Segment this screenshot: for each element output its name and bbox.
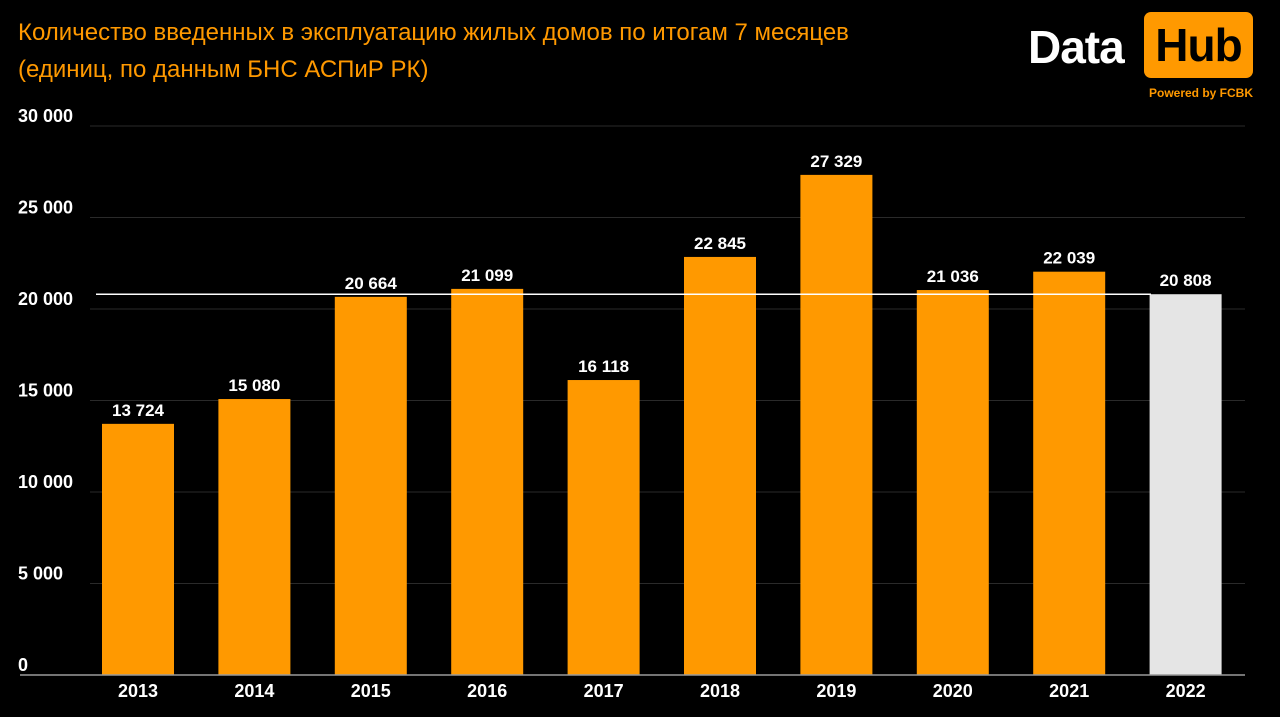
bar-value-label: 16 118 [578, 357, 629, 376]
bar-value-label: 20 808 [1160, 271, 1212, 290]
chart-subtitle: (единиц, по данным БНС АСПиР РК) [18, 56, 429, 83]
x-tick-label: 2013 [118, 681, 158, 701]
bar [567, 380, 640, 675]
bar-value-label: 27 329 [810, 152, 862, 171]
bar-value-label: 21 036 [927, 267, 979, 286]
bar [451, 288, 524, 675]
bar [1033, 271, 1106, 675]
bar [1149, 294, 1222, 675]
logo-powered-by: Powered by FCBK [1148, 86, 1253, 100]
bar [102, 423, 174, 675]
bar-value-label: 13 724 [112, 401, 165, 420]
x-tick-label: 2015 [351, 681, 391, 701]
bar [684, 256, 756, 675]
y-tick-label: 20 000 [18, 289, 73, 309]
x-tick-label: 2017 [584, 681, 624, 701]
logo-hub-box: Hub [1144, 12, 1253, 78]
bar [334, 296, 407, 675]
datahub-logo: Data Hub Powered by FCBK [1028, 12, 1253, 100]
logo-hub-text: Hub [1155, 19, 1242, 71]
bar-value-label: 22 039 [1043, 249, 1095, 268]
y-tick-label: 25 000 [18, 198, 73, 218]
x-tick-label: 2016 [467, 681, 507, 701]
chart-title: Количество введенных в эксплуатацию жилы… [18, 14, 978, 88]
x-tick-label: 2021 [1049, 681, 1089, 701]
bar [218, 399, 291, 675]
y-tick-label: 0 [18, 655, 28, 675]
x-tick-label: 2019 [816, 681, 856, 701]
y-tick-label: 5 000 [18, 564, 63, 584]
bar [800, 174, 873, 675]
chart-title-line-1: Количество введенных в эксплуатацию жилы… [18, 19, 849, 46]
bar-value-label: 20 664 [345, 274, 398, 293]
logo-data-text: Data [1028, 21, 1125, 73]
x-tick-label: 2020 [933, 681, 973, 701]
y-tick-label: 30 000 [18, 106, 73, 126]
x-tick-label: 2018 [700, 681, 740, 701]
x-tick-label: 2022 [1166, 681, 1206, 701]
y-tick-label: 15 000 [18, 381, 73, 401]
bar-value-label: 22 845 [694, 234, 746, 253]
bar-value-label: 15 080 [228, 376, 280, 395]
bar [916, 290, 989, 675]
bar-value-label: 21 099 [461, 266, 513, 285]
x-tick-label: 2014 [234, 681, 274, 701]
y-tick-label: 10 000 [18, 472, 73, 492]
